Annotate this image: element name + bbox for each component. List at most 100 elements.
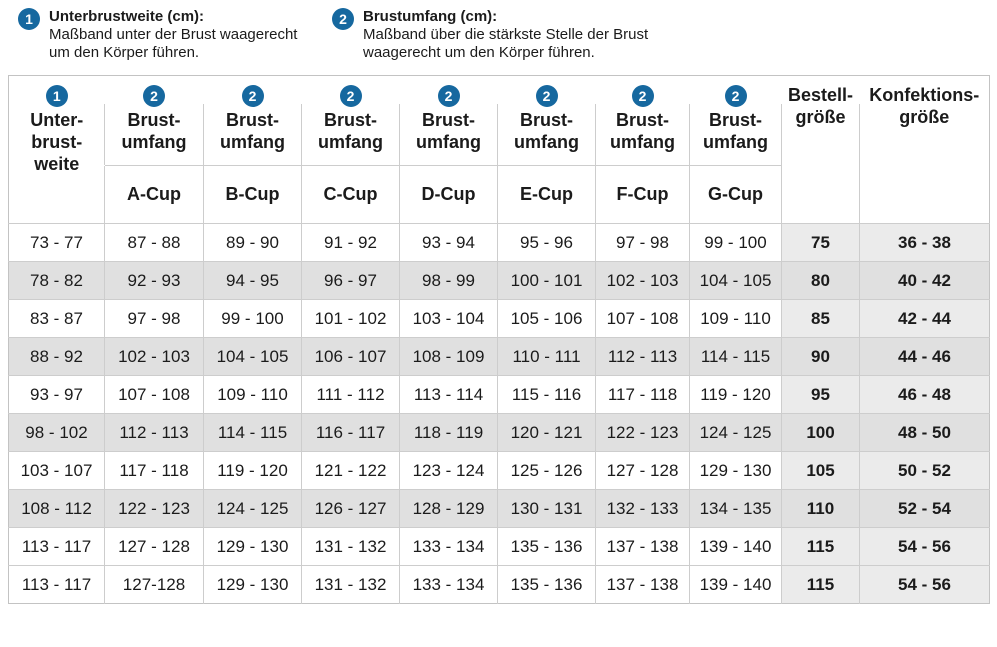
- header-cup-g: G-Cup: [688, 165, 782, 224]
- cell-bestellgroesse: 85: [781, 299, 860, 338]
- header-line: umfang: [416, 131, 481, 152]
- cell-brustumfang: 119 - 120: [689, 375, 782, 414]
- cell-brustumfang: 123 - 124: [399, 451, 498, 490]
- cell-brustumfang: 117 - 118: [595, 375, 690, 414]
- header-line: Brust-: [616, 110, 669, 130]
- number-2-icon: 2: [143, 85, 165, 107]
- header-line: umfang: [121, 131, 187, 152]
- cell-unterbrustweite: 103 - 107: [8, 451, 105, 490]
- cell-konfektionsgroesse: 40 - 42: [859, 261, 990, 300]
- cell-bestellgroesse: 75: [781, 223, 860, 262]
- header-cup-d: D-Cup: [398, 165, 498, 224]
- table-row: 83 - 87 97 - 98 99 - 100 101 - 102 103 -…: [8, 299, 990, 338]
- cell-brustumfang: 102 - 103: [595, 261, 690, 300]
- cell-brustumfang: 105 - 106: [497, 299, 596, 338]
- header-brustumfang-b: 2 Brust- umfang: [202, 75, 302, 166]
- cell-brustumfang: 99 - 100: [689, 223, 782, 262]
- number-1-icon: 1: [18, 8, 40, 30]
- header-bestellgroesse: Bestell- größe: [780, 75, 860, 224]
- cell-konfektionsgroesse: 50 - 52: [859, 451, 990, 490]
- cell-brustumfang: 119 - 120: [203, 451, 302, 490]
- cell-brustumfang: 108 - 109: [399, 337, 498, 376]
- legend-title-brustumfang: Brustumfang (cm):: [363, 8, 498, 25]
- header-line: weite: [34, 153, 80, 174]
- cell-brustumfang: 129 - 130: [689, 451, 782, 490]
- cell-brustumfang: 92 - 93: [104, 261, 204, 300]
- cell-brustumfang: 127 - 128: [104, 527, 204, 566]
- cell-brustumfang: 112 - 113: [595, 337, 690, 376]
- cell-unterbrustweite: 73 - 77: [8, 223, 105, 262]
- size-chart-table: 1 Unter- brust- weite 2 Brust- umfang 2 …: [8, 75, 990, 604]
- cell-brustumfang: 118 - 119: [399, 413, 498, 452]
- header-line: Brust-: [127, 110, 181, 130]
- header-line: Brust-: [422, 110, 475, 130]
- cell-konfektionsgroesse: 42 - 44: [859, 299, 990, 338]
- cell-unterbrustweite: 98 - 102: [8, 413, 105, 452]
- number-2-icon: 2: [437, 85, 460, 107]
- cell-brustumfang: 93 - 94: [399, 223, 498, 262]
- cell-brustumfang: 107 - 108: [595, 299, 690, 338]
- header-brustumfang-e: 2 Brust- umfang: [496, 75, 596, 166]
- cell-brustumfang: 109 - 110: [203, 375, 302, 414]
- number-2-icon: 2: [535, 85, 558, 107]
- table-row: 88 - 92 102 - 103 104 - 105 106 - 107 10…: [8, 337, 990, 376]
- header-line: größe: [795, 106, 846, 127]
- cell-brustumfang: 137 - 138: [595, 527, 690, 566]
- cell-brustumfang: 115 - 116: [497, 375, 596, 414]
- header-cup-c: C-Cup: [300, 165, 400, 224]
- legend-description-line: Maßband unter der Brust waagerecht: [49, 26, 298, 43]
- cell-brustumfang: 133 - 134: [399, 527, 498, 566]
- cell-brustumfang: 131 - 132: [301, 565, 400, 604]
- number-2-icon: 2: [631, 85, 654, 107]
- size-table-body: 73 - 77 87 - 88 89 - 90 91 - 92 93 - 94 …: [8, 223, 990, 604]
- cell-brustumfang: 114 - 115: [203, 413, 302, 452]
- cell-brustumfang: 107 - 108: [104, 375, 204, 414]
- header-line: brust-: [31, 131, 83, 152]
- cell-konfektionsgroesse: 54 - 56: [859, 527, 990, 566]
- cell-bestellgroesse: 95: [781, 375, 860, 414]
- cell-brustumfang: 103 - 104: [399, 299, 498, 338]
- cell-brustumfang: 95 - 96: [497, 223, 596, 262]
- header-brustumfang-a: 2 Brust- umfang: [103, 75, 204, 166]
- cell-bestellgroesse: 100: [781, 413, 860, 452]
- cell-brustumfang: 132 - 133: [595, 489, 690, 528]
- table-row: 113 - 117 127-128 129 - 130 131 - 132 13…: [8, 565, 990, 604]
- cell-unterbrustweite: 78 - 82: [8, 261, 105, 300]
- cell-unterbrustweite: 93 - 97: [8, 375, 105, 414]
- legend-description-line: um den Körper führen.: [49, 44, 200, 61]
- cell-brustumfang: 94 - 95: [203, 261, 302, 300]
- cell-bestellgroesse: 105: [781, 451, 860, 490]
- cell-brustumfang: 96 - 97: [301, 261, 400, 300]
- cell-konfektionsgroesse: 36 - 38: [859, 223, 990, 262]
- cell-brustumfang: 97 - 98: [595, 223, 690, 262]
- cell-brustumfang: 125 - 126: [497, 451, 596, 490]
- cell-bestellgroesse: 110: [781, 489, 860, 528]
- number-1-icon: 1: [45, 85, 68, 107]
- header-line: Bestell-: [787, 85, 854, 105]
- cell-unterbrustweite: 113 - 117: [8, 565, 105, 604]
- header-brustumfang-f: 2 Brust- umfang: [594, 75, 690, 166]
- legend-description-line: Maßband über die stärkste Stelle der Bru…: [363, 26, 649, 43]
- header-cup-b: B-Cup: [202, 165, 302, 224]
- legend-item-brustumfang: 2 Brustumfang (cm): Maßband über die stä…: [332, 8, 648, 62]
- header-brustumfang-g: 2 Brust- umfang: [688, 75, 782, 166]
- cell-brustumfang: 129 - 130: [203, 565, 302, 604]
- header-line: umfang: [610, 131, 675, 152]
- header-cup-f: F-Cup: [594, 165, 690, 224]
- cell-brustumfang: 120 - 121: [497, 413, 596, 452]
- cell-brustumfang: 98 - 99: [399, 261, 498, 300]
- cell-konfektionsgroesse: 54 - 56: [859, 565, 990, 604]
- header-line: umfang: [220, 131, 285, 152]
- header-line: Brust-: [324, 110, 377, 130]
- cell-konfektionsgroesse: 46 - 48: [859, 375, 990, 414]
- header-brustumfang-d: 2 Brust- umfang: [398, 75, 498, 166]
- header-konfektionsgroesse: Konfektions- größe: [858, 75, 990, 224]
- header-line: Brust-: [226, 110, 279, 130]
- cell-brustumfang: 137 - 138: [595, 565, 690, 604]
- cell-brustumfang: 127 - 128: [595, 451, 690, 490]
- table-row: 108 - 112 122 - 123 124 - 125 126 - 127 …: [8, 489, 990, 528]
- cell-brustumfang: 104 - 105: [203, 337, 302, 376]
- header-line: umfang: [514, 131, 579, 152]
- cell-brustumfang: 134 - 135: [689, 489, 782, 528]
- header-unterbrustweite: 1 Unter- brust- weite: [8, 75, 105, 224]
